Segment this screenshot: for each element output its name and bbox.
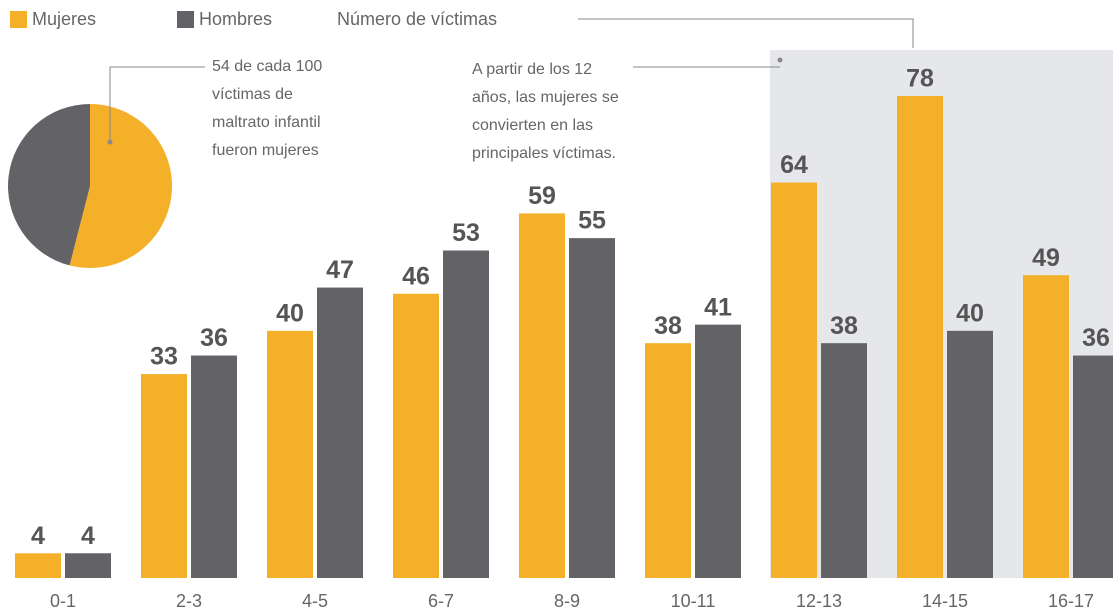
x-tick-label: 16-17	[1048, 591, 1094, 611]
bar	[695, 324, 741, 578]
legend-connector	[578, 18, 914, 48]
x-tick-label: 12-13	[796, 591, 842, 611]
bar	[645, 343, 691, 578]
value-label: 4	[81, 522, 95, 550]
legend-label: Mujeres	[32, 9, 96, 29]
legend-swatch	[10, 11, 27, 28]
pie-annotation-line	[109, 66, 205, 142]
annotation: convierten en las	[472, 117, 593, 134]
x-tick-label: 8-9	[554, 591, 580, 611]
value-label: 38	[830, 312, 858, 340]
value-label: 36	[1082, 324, 1110, 352]
legend-label: Hombres	[199, 9, 272, 29]
value-label: 47	[326, 256, 354, 284]
annotation: A partir de los 12	[472, 61, 592, 78]
pie-slice	[69, 104, 172, 268]
value-label: 36	[200, 324, 228, 352]
annotation: fueron mujeres	[212, 142, 319, 159]
value-label: 49	[1032, 244, 1060, 272]
bar	[191, 355, 237, 578]
bar	[569, 238, 615, 578]
bar	[317, 287, 363, 578]
bar	[897, 96, 943, 578]
bar	[15, 553, 61, 578]
value-label: 59	[528, 182, 556, 210]
x-tick-label: 10-11	[671, 591, 716, 611]
annotation: años, las mujeres se	[472, 89, 619, 106]
value-label: 64	[780, 151, 808, 179]
x-tick-label: 2-3	[176, 591, 202, 611]
bar	[771, 182, 817, 578]
value-label: 4	[31, 522, 45, 550]
x-tick-label: 14-15	[922, 591, 968, 611]
annotation: 54 de cada 100	[212, 58, 322, 75]
bar	[821, 343, 867, 578]
x-tick-label: 4-5	[302, 591, 328, 611]
bar	[519, 213, 565, 578]
annotation: principales víctimas.	[472, 145, 616, 162]
bar	[267, 330, 313, 578]
value-label: 46	[402, 262, 430, 290]
annotation: víctimas de	[212, 86, 293, 103]
annotation: maltrato infantil	[212, 114, 321, 131]
value-label: 55	[578, 207, 606, 235]
x-tick-label: 6-7	[428, 591, 454, 611]
pie-annotation-dot	[107, 139, 113, 145]
bar	[1073, 355, 1113, 578]
value-label: 38	[654, 312, 682, 340]
value-label: 33	[150, 343, 178, 371]
x-tick-label: 0-1	[50, 591, 76, 611]
bar	[443, 250, 489, 578]
legend-swatch	[177, 11, 194, 28]
bar	[947, 330, 993, 578]
value-label: 41	[704, 293, 732, 321]
bar	[141, 374, 187, 578]
legend-title: Número de víctimas	[337, 9, 497, 29]
value-label: 40	[276, 299, 304, 327]
bar	[1023, 275, 1069, 578]
bar	[393, 293, 439, 578]
value-label: 53	[452, 219, 480, 247]
annotation-dot	[777, 57, 783, 63]
value-label: 78	[906, 65, 934, 93]
value-label: 40	[956, 299, 984, 327]
pie-slice	[8, 104, 91, 266]
bar	[65, 553, 111, 578]
